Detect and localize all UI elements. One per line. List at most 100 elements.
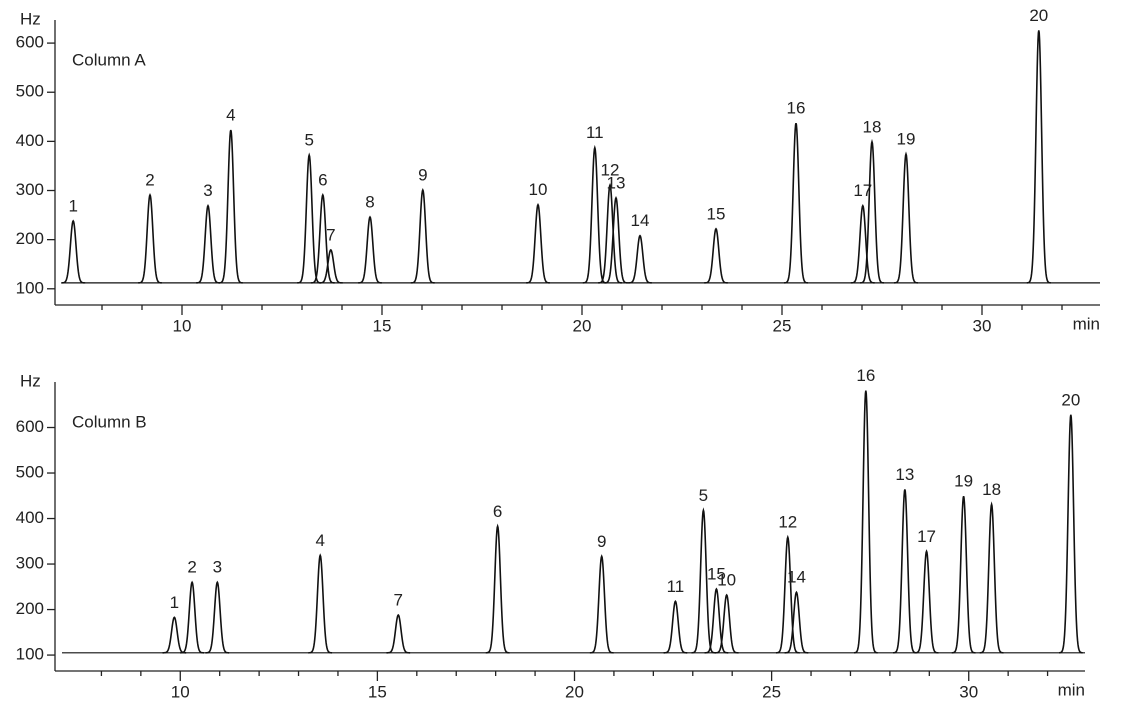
peak bbox=[914, 549, 939, 654]
peak-label: 15 bbox=[707, 565, 726, 584]
peak-label: 10 bbox=[717, 570, 736, 589]
peak-label: 2 bbox=[187, 558, 196, 577]
peak bbox=[783, 122, 809, 284]
peak-label: 4 bbox=[315, 531, 324, 550]
y-axis-label: Hz bbox=[20, 9, 41, 28]
y-tick-label: 600 bbox=[16, 33, 44, 52]
y-tick-label: 100 bbox=[16, 645, 44, 664]
peak bbox=[704, 227, 728, 284]
peak bbox=[628, 234, 652, 284]
y-tick-label: 500 bbox=[16, 463, 44, 482]
peak bbox=[1058, 414, 1083, 654]
peak bbox=[784, 590, 809, 654]
peak-label: 19 bbox=[897, 130, 916, 149]
x-axis-label: min bbox=[1073, 314, 1100, 333]
x-tick-label: 30 bbox=[959, 682, 978, 701]
peak-label: 8 bbox=[365, 193, 374, 212]
peak-label: 5 bbox=[304, 131, 313, 150]
peak bbox=[358, 215, 382, 284]
peak bbox=[597, 182, 623, 284]
peak bbox=[297, 152, 322, 284]
peak-label: 12 bbox=[778, 513, 797, 532]
peak-label: 16 bbox=[787, 99, 806, 118]
peak bbox=[218, 129, 243, 284]
y-tick-label: 300 bbox=[16, 180, 44, 199]
peak bbox=[589, 554, 614, 654]
annotation: Column A bbox=[72, 50, 146, 69]
peak-label: 7 bbox=[394, 591, 403, 610]
peak-label: 17 bbox=[853, 181, 872, 200]
y-tick-label: 200 bbox=[16, 599, 44, 618]
peak-label: 6 bbox=[318, 170, 327, 189]
peak-label: 14 bbox=[787, 568, 806, 587]
peak-label: 4 bbox=[226, 106, 235, 125]
peak-label: 10 bbox=[529, 180, 548, 199]
x-tick-label: 25 bbox=[773, 316, 792, 335]
peak bbox=[137, 192, 163, 284]
x-tick-label: 30 bbox=[973, 316, 992, 335]
peak-label: 18 bbox=[863, 117, 882, 136]
peak-label: 15 bbox=[707, 204, 726, 223]
peak bbox=[318, 248, 343, 284]
x-tick-label: 15 bbox=[373, 316, 392, 335]
peak bbox=[859, 138, 885, 284]
peak bbox=[704, 587, 729, 654]
peak bbox=[162, 616, 187, 654]
peak bbox=[485, 523, 510, 654]
peak bbox=[525, 202, 551, 284]
peak bbox=[979, 501, 1004, 654]
peak bbox=[893, 151, 919, 284]
x-tick-label: 15 bbox=[368, 682, 387, 701]
peak-label: 1 bbox=[170, 593, 179, 612]
peak-label: 20 bbox=[1029, 6, 1048, 25]
peak-label: 2 bbox=[145, 170, 154, 189]
peak-label: 11 bbox=[586, 123, 604, 142]
peak-label: 11 bbox=[667, 577, 685, 596]
peak bbox=[308, 553, 333, 654]
peak bbox=[195, 203, 221, 284]
peak bbox=[205, 580, 230, 654]
peak-label: 14 bbox=[631, 211, 650, 230]
x-tick-label: 20 bbox=[565, 682, 584, 701]
y-tick-label: 300 bbox=[16, 554, 44, 573]
y-axis-label: Hz bbox=[20, 371, 41, 390]
y-tick-label: 500 bbox=[16, 82, 44, 101]
peak bbox=[951, 496, 976, 654]
peak-label: 3 bbox=[213, 558, 222, 577]
peak bbox=[61, 219, 86, 284]
peak-label: 9 bbox=[597, 532, 606, 551]
peak-label: 16 bbox=[856, 366, 875, 385]
peak-label: 12 bbox=[601, 161, 620, 180]
peak bbox=[386, 613, 411, 654]
peak-label: 13 bbox=[895, 465, 914, 484]
peak bbox=[775, 534, 800, 654]
y-tick-label: 600 bbox=[16, 417, 44, 436]
peak bbox=[691, 507, 716, 654]
y-tick-label: 400 bbox=[16, 131, 44, 150]
peak bbox=[180, 580, 204, 654]
peak-label: 18 bbox=[982, 480, 1001, 499]
x-axis-label: min bbox=[1058, 680, 1085, 699]
x-tick-label: 10 bbox=[173, 316, 192, 335]
peak-label: 1 bbox=[68, 196, 77, 215]
peak bbox=[892, 489, 917, 654]
peak-label: 5 bbox=[699, 486, 708, 505]
x-tick-label: 10 bbox=[171, 682, 190, 701]
peak bbox=[853, 390, 878, 654]
peak bbox=[714, 593, 739, 654]
peak-label: 9 bbox=[418, 166, 427, 185]
peak-label: 17 bbox=[917, 527, 936, 546]
peak-label: 7 bbox=[326, 225, 335, 244]
peak bbox=[850, 203, 875, 284]
y-tick-label: 100 bbox=[16, 278, 44, 297]
peak-label: 3 bbox=[203, 181, 212, 200]
peak bbox=[310, 192, 335, 284]
peak-label: 6 bbox=[493, 502, 502, 521]
peak bbox=[663, 600, 688, 654]
x-tick-label: 20 bbox=[573, 316, 592, 335]
peak bbox=[1026, 30, 1051, 284]
y-tick-label: 400 bbox=[16, 508, 44, 527]
x-tick-label: 25 bbox=[762, 682, 781, 701]
